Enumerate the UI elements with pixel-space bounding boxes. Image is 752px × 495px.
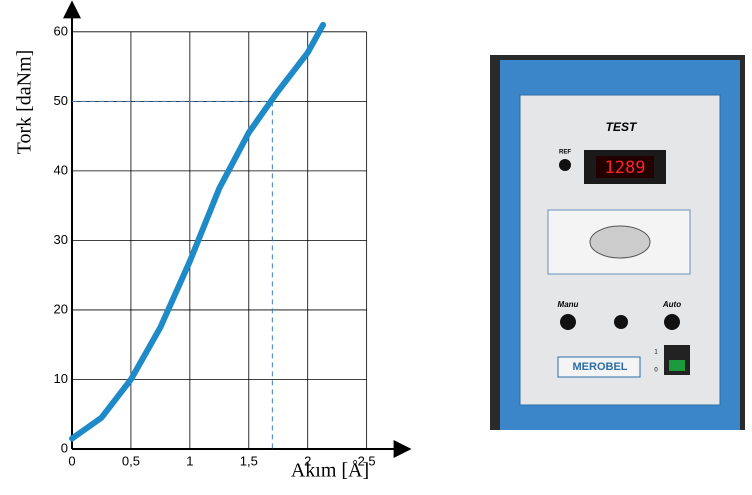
y-tick-label: 10 (54, 371, 68, 386)
manu-label: Manu (558, 300, 579, 309)
x-axis-label: Akım [Å] (291, 460, 369, 482)
switch-light (669, 360, 685, 371)
switch-on: 1 (654, 350, 658, 356)
brand-plate (557, 356, 641, 378)
y-tick-label: 60 (54, 23, 68, 38)
x-tick-label: 2 (304, 453, 311, 468)
y-tick-label: 30 (54, 232, 68, 247)
knob (614, 315, 628, 329)
x-tick-label: 0,5 (122, 453, 140, 468)
brand: MEROBEL (573, 361, 628, 373)
x-tick-label: 1 (186, 453, 193, 468)
x-tick-label: 2,5 (358, 453, 376, 468)
y-axis-label: Tork [daNm] (14, 50, 36, 155)
y-tick-label: 40 (54, 162, 68, 177)
x-tick-label: 0 (68, 453, 75, 468)
knob (560, 314, 576, 330)
chart: 0 10 20 30 40 50 60 0 0,5 1 1,5 2 2,5 (54, 0, 412, 468)
auto-label: Auto (662, 300, 681, 309)
y-tick-label: 50 (54, 93, 68, 108)
motor (589, 225, 651, 259)
x-tick-label: 1,5 (240, 453, 258, 468)
panel-title: TEST (606, 120, 638, 134)
knob (664, 314, 680, 330)
curve (69, 21, 327, 442)
ref-button (559, 159, 571, 171)
ref-label: REF (559, 150, 571, 156)
y-tick-label: 20 (54, 301, 68, 316)
y-tick-label: 0 (61, 440, 68, 455)
display (596, 156, 654, 178)
switch-off: 0 (654, 368, 658, 374)
photo: TEST REF 1289 Manu Auto MEROBEL 1 0 (490, 55, 745, 430)
display-value: 1289 (605, 158, 646, 178)
